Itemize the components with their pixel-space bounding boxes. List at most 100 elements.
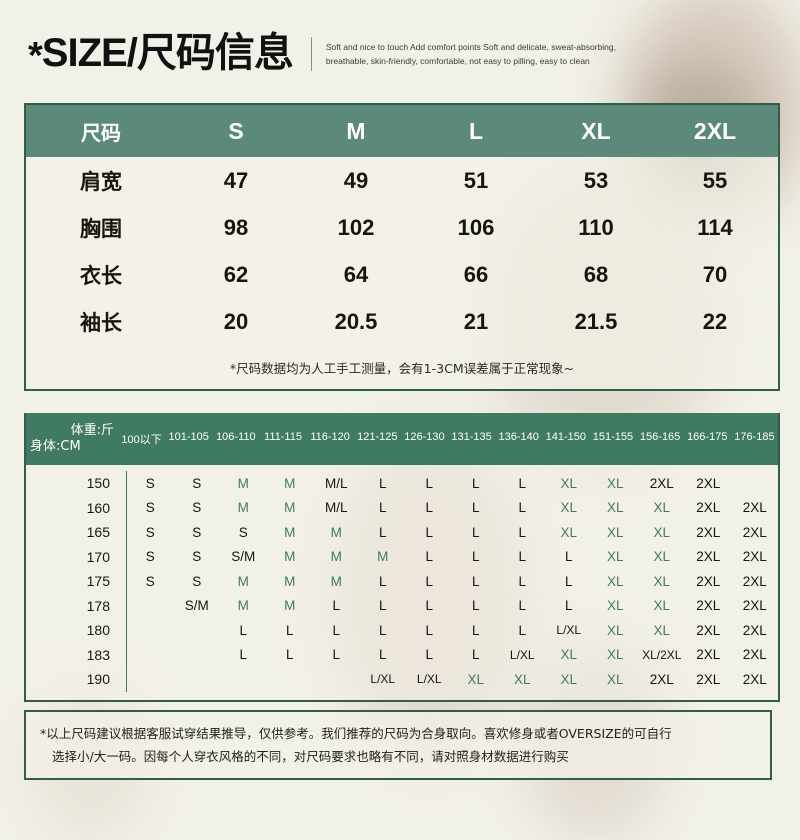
fit-cell: 2XL	[742, 500, 767, 516]
fit-cell: L	[425, 598, 433, 614]
fit-row-cells: S S S/M M M M L L L L XL XL 2XL 2XL	[126, 544, 778, 569]
height-row-label: 170	[86, 548, 110, 565]
height-row-label: 150	[86, 475, 110, 492]
fit-cell: 2XL	[742, 573, 767, 589]
size-table-header-row: 尺码 S M L XL 2XL	[26, 105, 778, 157]
fit-cell: 2XL	[742, 671, 767, 687]
fit-cell: XL	[560, 475, 577, 491]
measurement-cell: 22	[702, 308, 728, 334]
fit-cell: XL	[606, 573, 624, 589]
fit-row-cells: S S M M M/L L L L L XL XL 2XL 2XL	[126, 471, 778, 496]
size-table-note: *尺码数据均为人工手工测量，会有1-3CM误差属于正常现象~	[229, 360, 575, 376]
measurement-cell: 20	[223, 308, 249, 334]
footer-disclaimer: *以上尺码建议根据客服试穿结果推导，仅供参考。我们推荐的尺码为合身取向。喜欢修身…	[24, 710, 772, 780]
fit-table-corner-label: 体重:斤 身体:CM	[26, 423, 118, 456]
fit-cell: XL	[467, 671, 484, 687]
height-row-label: 165	[86, 524, 110, 541]
fit-cell: L	[564, 549, 573, 565]
table-row: 160 S S M M M/L L L L L XL XL XL 2XL 2XL	[26, 495, 778, 520]
measurement-cell: 49	[343, 167, 369, 193]
weight-range-header: 166-175	[687, 431, 728, 443]
fit-cell: L	[425, 500, 433, 516]
fit-cell: M	[284, 598, 296, 614]
height-row-label: 180	[86, 622, 110, 639]
fit-cell: M	[284, 573, 296, 589]
fit-cell: S	[192, 475, 202, 491]
fit-cell: 2XL	[696, 524, 721, 540]
fit-cell: XL	[653, 524, 670, 540]
fit-cell: 2XL	[696, 475, 721, 491]
fit-cell: XL	[560, 500, 577, 516]
fit-cell: M	[330, 549, 342, 565]
fit-cell: 2XL	[696, 573, 721, 589]
fit-cell: S	[238, 524, 248, 540]
measurement-cell: 114	[697, 214, 733, 240]
fit-cell: L	[378, 573, 387, 589]
title-latin: SIZE/	[41, 31, 138, 75]
fit-cell: 2XL	[742, 598, 767, 614]
fit-cell: 2XL	[696, 598, 721, 614]
fit-cell: 2XL	[742, 524, 767, 540]
weight-range-header: 176-185	[734, 431, 775, 443]
fit-cell: M	[237, 475, 249, 491]
fit-cell: L	[564, 598, 573, 614]
row-label: 袖长	[80, 310, 122, 335]
header-cell-size-label: 尺码	[81, 120, 121, 145]
title-chinese: 尺码信息	[136, 30, 294, 76]
weight-range-header: 126-130	[404, 431, 445, 443]
weight-range-header: 121-125	[357, 431, 398, 443]
fit-cell: L	[378, 500, 387, 516]
fit-cell: S	[145, 500, 155, 516]
fit-cell: L	[471, 475, 480, 491]
fit-cell: 2XL	[742, 647, 767, 663]
height-row-label: 190	[86, 671, 110, 688]
fit-cell: L	[378, 475, 387, 491]
fit-cell: XL	[653, 500, 670, 516]
measurement-cell: 70	[702, 261, 728, 287]
row-label: 衣长	[80, 263, 122, 288]
fit-cell: L/XL	[556, 623, 582, 638]
weight-range-header: 156-165	[639, 431, 681, 443]
height-row-label: 178	[86, 597, 110, 614]
measurement-cell: 106	[457, 214, 495, 240]
fit-cell: L	[518, 500, 526, 516]
fit-cell: XL	[606, 622, 624, 638]
fit-cell: XL	[606, 647, 624, 663]
fit-row-cells: S S M M M/L L L L L XL XL XL 2XL 2XL	[126, 495, 778, 520]
fit-cell: 2XL	[696, 500, 721, 516]
table-row: 183 L L L L L L L/XL XL XL XL/2XL 2XL 2XL	[26, 642, 778, 667]
fit-cell: S	[192, 573, 202, 589]
size-table-body: 肩宽 47 49 51 53 55 胸围 98 102 106 110 114 衣长 62 64 66 68 70…	[26, 157, 778, 345]
fit-cell: L	[471, 573, 480, 589]
table-row: 170 S S S/M M M M L L L L XL XL 2XL 2XL	[26, 544, 778, 569]
fit-table-body: 150 S S M M M/L L L L L XL XL 2XL 2XL 160 S S M M M/L L L L L XL…	[26, 465, 778, 700]
measurement-cell: 20.5	[334, 308, 378, 334]
fit-row-cells: S/M M M L L L L L L XL XL 2XL 2XL	[126, 593, 778, 618]
fit-cell: L	[332, 647, 340, 663]
measurement-cell: 110	[578, 214, 614, 240]
fit-cell: L	[471, 647, 480, 663]
header-cell-m: M	[346, 117, 366, 144]
fit-cell: XL	[653, 549, 670, 565]
fit-cell: M	[330, 573, 342, 589]
measurement-cell: 47	[223, 167, 249, 193]
fit-cell: 2XL	[649, 475, 674, 491]
fit-cell: M	[237, 500, 249, 516]
fit-cell: M	[284, 524, 296, 540]
measurement-cell: 102	[337, 214, 375, 240]
fit-cell: M/L	[324, 475, 348, 491]
fit-cell: L	[471, 500, 480, 516]
fit-row-cells: S S S M M L L L L XL XL XL 2XL 2XL	[126, 520, 778, 545]
fit-cell: 2XL	[696, 622, 721, 638]
fit-cell: L	[425, 524, 433, 540]
fit-cell: S	[192, 500, 202, 516]
fit-row-cells: S S M M M L L L L L XL XL 2XL 2XL	[126, 569, 778, 594]
fit-cell: XL	[606, 549, 624, 565]
measurement-cell: 68	[583, 261, 609, 287]
fit-cell: L	[285, 647, 294, 663]
fit-cell: L	[518, 573, 526, 589]
fit-cell: L	[518, 475, 526, 491]
fit-cell: L	[518, 524, 526, 540]
fit-cell: XL	[606, 500, 624, 516]
fit-cell: L/XL	[509, 647, 535, 662]
